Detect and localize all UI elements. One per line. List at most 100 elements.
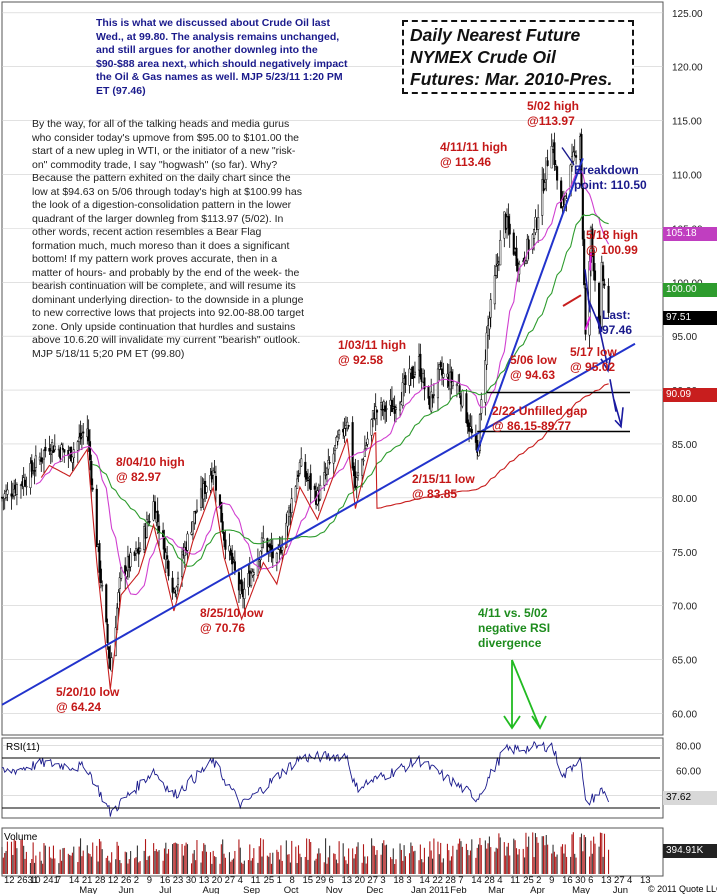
x-day-label: 20 [212, 875, 223, 886]
price-bar-body [298, 462, 301, 474]
price-bar-body [508, 223, 511, 235]
price-tick-label: 85.00 [672, 440, 697, 451]
price-bar-body [366, 438, 369, 445]
price-bar-body [412, 376, 415, 379]
price-bar-body [309, 473, 312, 491]
price-bar-body [325, 467, 328, 475]
price-bar-body [29, 463, 32, 488]
price-bar-body [304, 461, 307, 478]
x-month-label: May [79, 885, 97, 894]
price-tag-magenta: 105.18 [663, 227, 717, 241]
price-bar-body [419, 353, 422, 377]
price-bar-body [328, 462, 331, 464]
rsi-tag: 37.62 [663, 791, 717, 805]
rsi-divergence-arrows [503, 659, 547, 730]
price-bar-body [125, 570, 128, 577]
annotation-low-5-17: 5/17 low [570, 345, 617, 359]
price-bar-body [332, 453, 335, 464]
price-bar-body [515, 247, 518, 266]
ma-50-line [92, 213, 609, 567]
x-day-label: 14 [69, 875, 80, 886]
price-bar-body [267, 546, 270, 552]
annotation-low-8-25-10: @ 70.76 [200, 621, 245, 635]
x-month-label: Mar [488, 885, 504, 894]
price-bar-body [48, 448, 51, 452]
title-line-3: Futures: Mar. 2010-Pres. [410, 69, 613, 89]
x-month-label: Jun [613, 885, 628, 894]
price-bar-body [32, 472, 35, 474]
price-bar-body [205, 486, 208, 493]
price-bar-body [499, 239, 502, 266]
price-bar-body [25, 485, 28, 488]
price-panel [0, 1, 664, 736]
price-bar-body [106, 623, 109, 643]
price-bar-body [583, 238, 586, 286]
x-day-label: 28 [445, 875, 456, 886]
price-bar-body [593, 270, 597, 281]
price-bar-body [76, 441, 79, 451]
price-bar-body [355, 477, 358, 487]
annotation-low-5-20-10: @ 64.24 [56, 700, 101, 714]
x-month-label: Sep [243, 885, 260, 894]
x-month-label: Jun [119, 885, 134, 894]
annotation-last: Last: [602, 308, 631, 322]
price-bar-body [584, 287, 587, 335]
annotation-breakdown: point: 110.50 [574, 178, 647, 192]
annotation-high-4-11-11: @ 113.46 [440, 155, 491, 169]
price-bar-body [34, 455, 37, 468]
price-bar-body [61, 448, 64, 450]
annotation-rsi-divergence: negative RSI [478, 621, 550, 635]
x-month-label: Feb [450, 885, 466, 894]
x-day-label: 30 [186, 875, 197, 886]
price-tick-label: 70.00 [672, 602, 697, 613]
price-bar-body [259, 551, 262, 561]
price-bar-body [607, 285, 610, 313]
price-bar-body [343, 428, 346, 437]
price-bar-body [351, 422, 354, 469]
price-bar-body [323, 472, 326, 486]
price-bar-body [44, 446, 47, 452]
volume-tag: 394.91K [663, 844, 717, 858]
x-day-label: 26 [121, 875, 132, 886]
annotation-rsi-divergence: divergence [478, 636, 542, 650]
price-bar-body [442, 373, 445, 378]
price-bar-body [550, 146, 553, 169]
x-month-label: Apr [530, 885, 545, 894]
price-bar-body [545, 157, 548, 180]
annotation-high-5-02: @113.97 [527, 114, 575, 128]
price-bar-body [455, 383, 458, 387]
price-bar-body [60, 444, 63, 462]
price-bar-body [432, 394, 435, 396]
price-bar-body [524, 260, 528, 264]
x-day-label: 4 [627, 875, 632, 886]
price-bar-body [413, 371, 416, 375]
price-bar-body [327, 459, 330, 470]
x-day-label: 7 [458, 875, 463, 886]
annotation-low-5-06: 5/06 low [510, 353, 557, 367]
price-bar-body [129, 552, 132, 568]
annotation-high-4-11-11: 4/11/11 high [440, 140, 507, 154]
price-bar-body [393, 406, 396, 414]
copyright-label: © 2011 Quote LLC [648, 884, 717, 894]
title-line-1: Daily Nearest Future [410, 25, 581, 45]
price-bar-body [193, 511, 196, 524]
annotation-low-8-25-10: 8/25/10 low [200, 606, 264, 620]
x-day-label: 29 [316, 875, 327, 886]
price-bar-body [72, 449, 75, 458]
x-day-label: 14 [471, 875, 482, 886]
annotation-low-5-20-10: 5/20/10 low [56, 685, 120, 699]
price-bar-body [194, 510, 197, 514]
price-bar-body [554, 164, 557, 167]
flag-lower-line [584, 316, 591, 331]
x-day-label: 11 [510, 875, 520, 886]
x-day-label: 28 [484, 875, 495, 886]
price-bar-body [575, 155, 578, 158]
x-day-label: 23 [173, 875, 184, 886]
annotation-low-2-15-11: @ 83.85 [412, 487, 457, 501]
x-month-label: Oct [284, 885, 299, 894]
price-bar-body [139, 548, 142, 552]
price-bar-body [430, 391, 433, 412]
x-day-label: 15 [303, 875, 314, 886]
price-bar-body [512, 232, 515, 255]
